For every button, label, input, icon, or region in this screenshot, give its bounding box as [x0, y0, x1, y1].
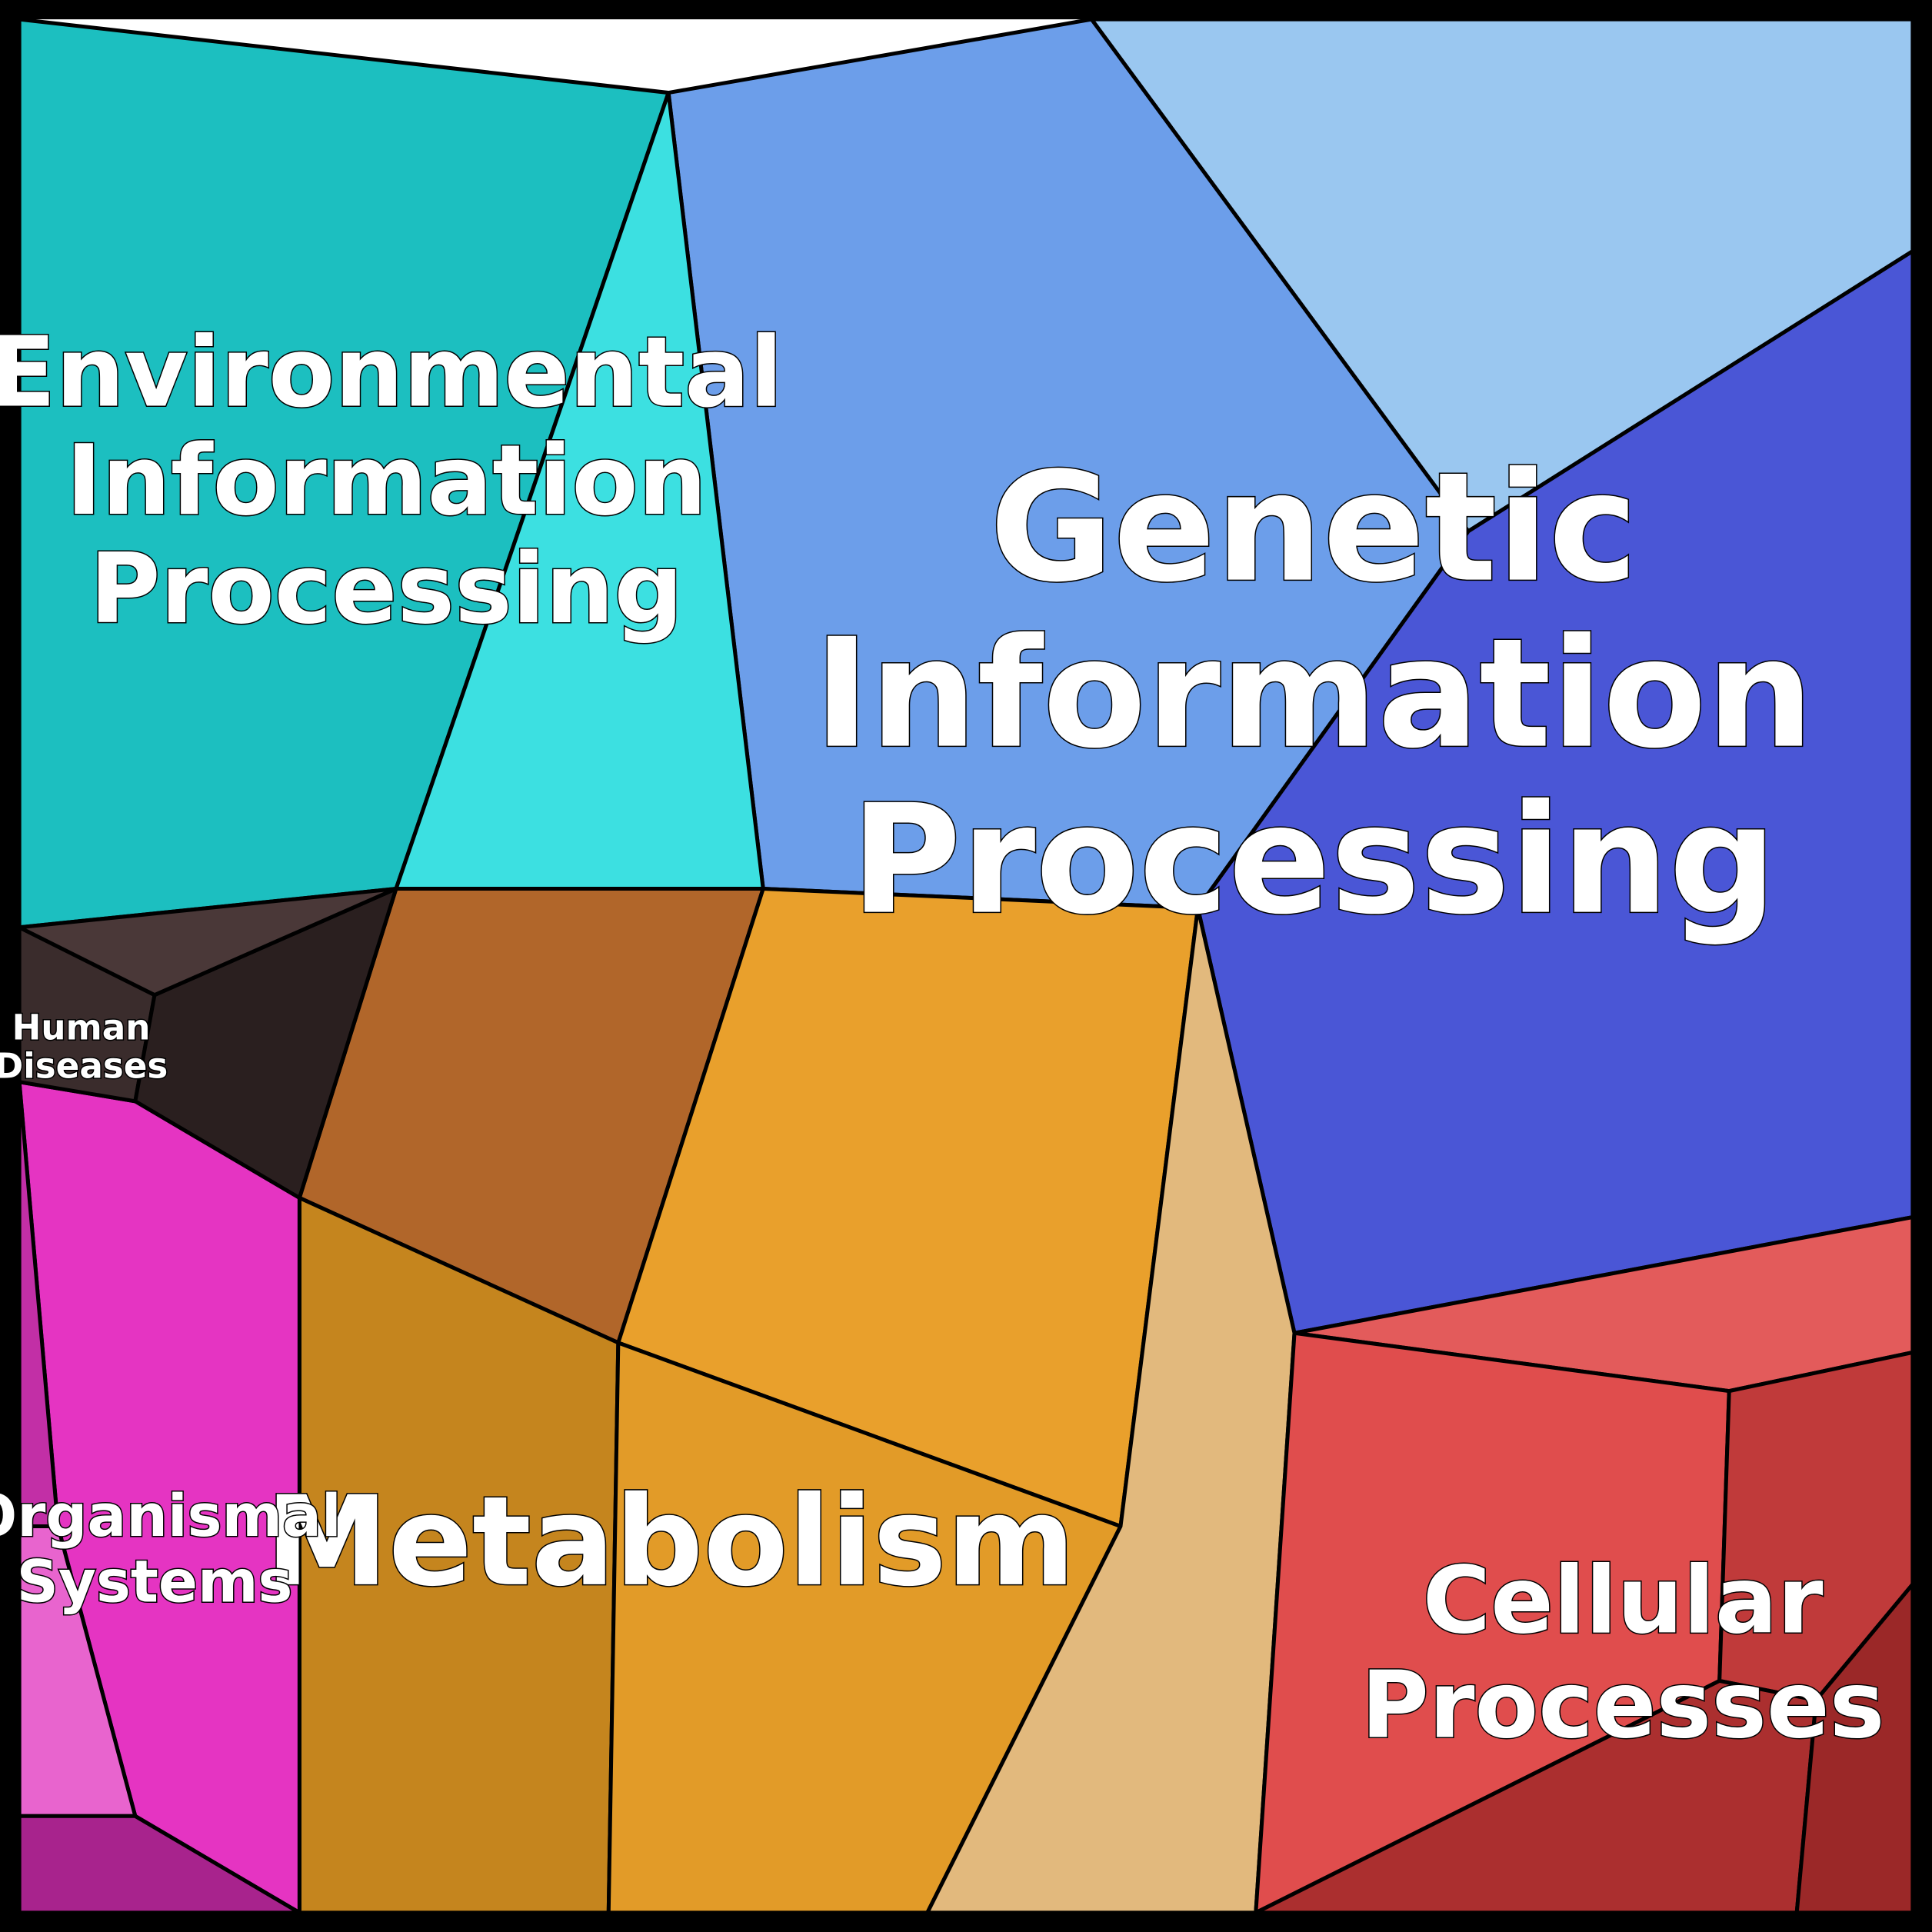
label-line: Cellular — [1423, 1547, 1824, 1655]
label-line: Organismal — [0, 1482, 341, 1550]
label-line: Information — [66, 424, 707, 537]
group-label-environmental-information-processing: EnvironmentalInformationProcessing — [0, 316, 783, 645]
label-line: Human — [12, 1007, 151, 1048]
label-line: Genetic — [990, 441, 1638, 616]
group-metabolism — [299, 889, 1294, 1913]
voronoi-treemap: GeneticInformationProcessingEnvironmenta… — [0, 0, 1932, 1932]
group-label-metabolism: Metabolism — [265, 1470, 1075, 1614]
group-label-organismal-systems: OrganismalSystems — [0, 1482, 341, 1615]
label-line: Environmental — [0, 316, 783, 429]
group-label-human-diseases: HumanDiseases — [0, 1007, 168, 1086]
label-line: Metabolism — [265, 1470, 1075, 1614]
label-line: Systems — [17, 1547, 293, 1615]
label-line: Diseases — [0, 1046, 168, 1087]
label-line: Processing — [851, 773, 1777, 948]
label-line: Information — [814, 607, 1814, 782]
group-label-cellular-processes: CellularProcesses — [1361, 1547, 1885, 1760]
label-line: Processing — [90, 532, 684, 645]
label-line: Processes — [1361, 1651, 1885, 1759]
